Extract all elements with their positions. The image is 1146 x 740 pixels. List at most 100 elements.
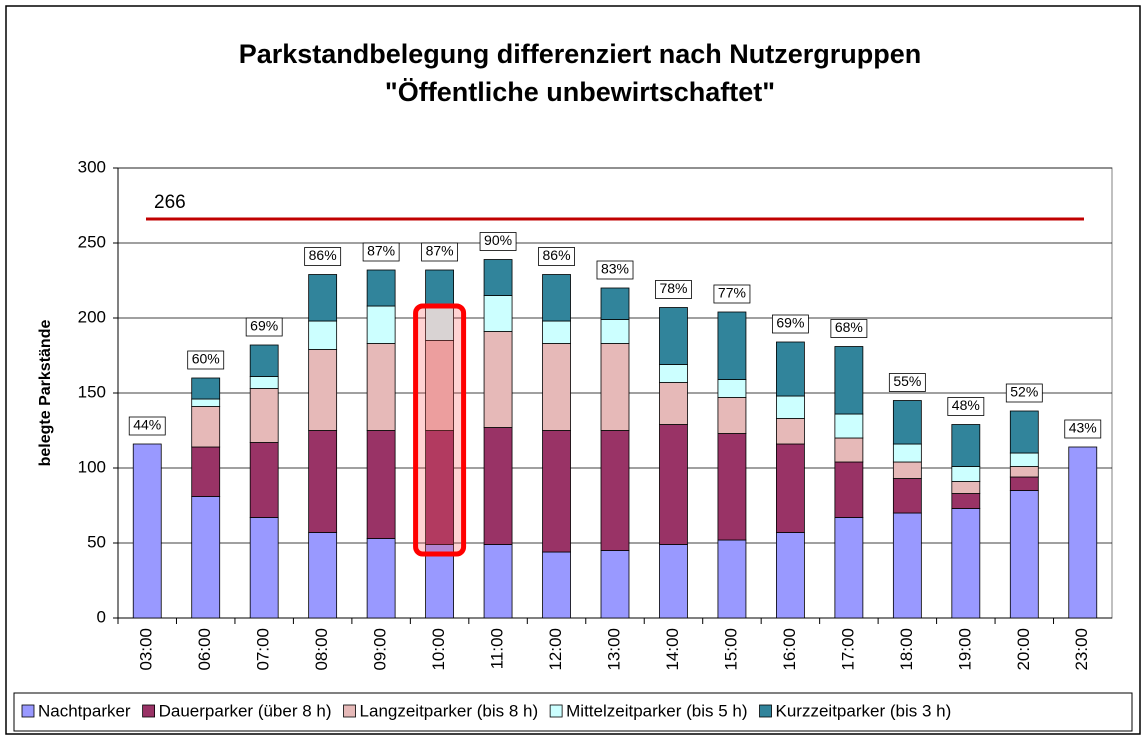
x-tick-label: 17:00 [838, 628, 857, 671]
occupancy-label-box [596, 260, 634, 280]
bar-segment [308, 532, 338, 619]
bar-segment [659, 544, 688, 619]
occupancy-label: 90% [484, 232, 512, 248]
bar-segment [366, 343, 396, 431]
x-tick-label: 07:00 [254, 628, 273, 671]
bar-segment [249, 344, 279, 377]
bar-segment [542, 343, 571, 431]
bar-segment [892, 512, 922, 619]
bar-segment [776, 418, 805, 445]
occupancy-label: 68% [835, 319, 863, 335]
x-tick-label: 13:00 [604, 628, 623, 671]
bar-segment [542, 430, 571, 553]
bar-segment [776, 395, 805, 419]
bar-segment [191, 406, 221, 448]
bar-segment [776, 341, 805, 397]
bar-segment [600, 550, 630, 619]
x-tick-label: 06:00 [195, 628, 214, 671]
occupancy-label-box [245, 317, 283, 337]
occupancy-label: 86% [543, 247, 571, 263]
x-tick-label: 08:00 [312, 628, 331, 671]
bar-segment [834, 517, 864, 619]
occupancy-label-box [187, 350, 225, 370]
occupancy-label: 55% [893, 373, 921, 389]
occupancy-label: 69% [776, 315, 804, 331]
bar-segment [366, 305, 396, 344]
bar-segment [892, 478, 922, 514]
highlight-box [413, 303, 467, 557]
bar-segment [1009, 476, 1039, 491]
occupancy-label-box [128, 416, 166, 436]
x-tick-label: 10:00 [429, 628, 448, 671]
legend-label: Dauerparker (über 8 h) [159, 701, 332, 720]
occupancy-label: 83% [601, 261, 629, 277]
legend-swatch [21, 704, 35, 718]
bar-segment [366, 430, 396, 539]
occupancy-label-box [713, 284, 751, 304]
y-tick-label: 250 [78, 232, 106, 251]
legend-swatch [549, 704, 563, 718]
bar-segment [483, 427, 513, 545]
occupancy-label: 69% [250, 318, 278, 334]
x-tick-label: 23:00 [1072, 628, 1091, 671]
x-tick-label: 03:00 [137, 628, 156, 671]
bar-segment [776, 443, 805, 533]
occupancy-label-box [1005, 383, 1043, 403]
bar-segment [542, 274, 571, 322]
y-tick-label: 150 [78, 382, 106, 401]
occupancy-label: 87% [426, 243, 454, 259]
bar-segment [249, 388, 279, 443]
occupancy-label: 87% [367, 243, 395, 259]
bar-segment [308, 274, 338, 322]
occupancy-label: 48% [952, 397, 980, 413]
occupancy-label-box [947, 397, 985, 416]
bar-segment [425, 340, 454, 431]
chart-title: Parkstandbelegung differenziert nach Nut… [239, 39, 922, 69]
bar-segment [600, 430, 630, 551]
occupancy-label-box [830, 319, 868, 338]
bar-segment [776, 532, 805, 619]
chart-subtitle: "Öffentliche unbewirtschaftet" [385, 77, 775, 107]
occupancy-label-box [655, 280, 692, 299]
occupancy-label: 52% [1010, 384, 1038, 400]
bar-segment [951, 481, 981, 494]
bar-segment [834, 437, 864, 463]
bar-segment [249, 376, 279, 389]
y-axis-label: belegte Parkstände [37, 320, 54, 467]
x-tick-label: 16:00 [780, 628, 799, 671]
x-tick-label: 11:00 [488, 628, 507, 669]
bar-segment [659, 382, 688, 425]
bar-segment [717, 397, 747, 434]
x-tick-label: 09:00 [371, 628, 390, 671]
bar-segment [892, 461, 922, 479]
bar-segment [542, 320, 571, 344]
bar-segment [425, 430, 454, 545]
x-tick-label: 19:00 [955, 628, 974, 671]
bar-segment [308, 320, 338, 350]
occupancy-label: 44% [133, 417, 161, 433]
bar-segment [132, 443, 162, 619]
occupancy-label-box [1064, 419, 1102, 439]
bar-segment [483, 295, 513, 332]
bar-segment [191, 398, 221, 407]
bar-segment [191, 446, 221, 497]
occupancy-label: 77% [718, 285, 746, 301]
bar-segment [366, 538, 396, 619]
occupancy-label: 60% [192, 351, 220, 367]
bar-segment [425, 269, 454, 308]
y-tick-label: 0 [97, 607, 106, 626]
bar-segment [191, 496, 221, 619]
bar-segment [834, 346, 864, 415]
bar-segment [483, 544, 513, 619]
legend-label: Kurzzeitparker (bis 3 h) [776, 701, 952, 720]
bar-segment [1068, 446, 1098, 619]
occupancy-label: 78% [659, 280, 687, 296]
bar-segment [1009, 490, 1039, 619]
bar-segment [659, 424, 688, 545]
bar-segment [542, 551, 571, 619]
bar-segment [659, 307, 688, 365]
occupancy-label-box [479, 232, 517, 251]
legend-swatch [343, 704, 356, 718]
